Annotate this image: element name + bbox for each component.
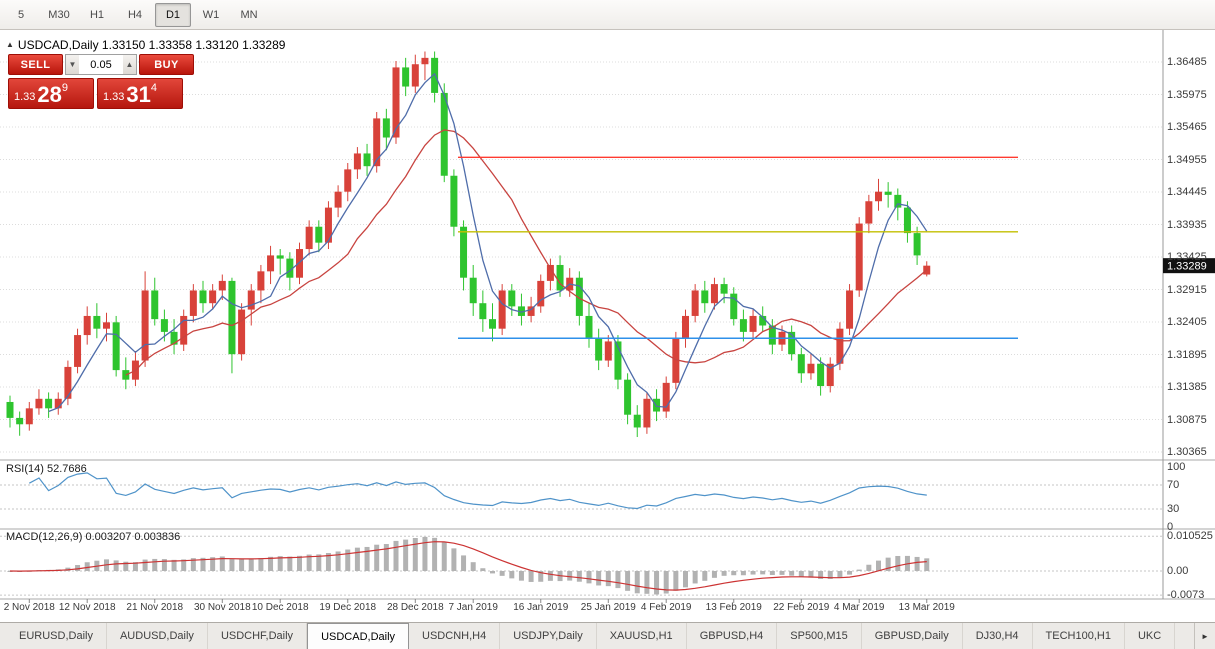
timeframe-button-m30[interactable]: M30	[48, 8, 70, 21]
macd-indicator-label: MACD(12,26,9) 0.003207 0.003836	[6, 531, 181, 543]
chart-window: 1.33289 ▲ USDCAD,Daily 1.33150 1.33358 1.…	[0, 30, 1215, 622]
timeframe-button-mn[interactable]: MN	[240, 8, 258, 21]
trade-controls-row: SELL ▼ 0.05 ▲ BUY	[8, 54, 194, 75]
tab-audusd-daily[interactable]: AUDUSD,Daily	[107, 623, 208, 649]
timeframe-button-5[interactable]: 5	[17, 8, 25, 21]
date-axis-label: 28 Dec 2018	[386, 602, 444, 613]
panel-separators	[0, 30, 1215, 603]
date-axis-label: 2 Nov 2018	[3, 602, 55, 613]
ask-price-prefix: 1.33	[103, 91, 125, 103]
price-axis-label: 1.34445	[1167, 186, 1207, 198]
grid-lines	[0, 61, 1163, 596]
volume-stepper: ▼ 0.05 ▲	[65, 54, 137, 75]
date-axis-label: 13 Feb 2019	[705, 602, 762, 613]
rsi-axis-label: 70	[1167, 479, 1180, 491]
moving-average-lines	[48, 72, 928, 413]
price-axis-label: 1.31385	[1167, 381, 1207, 393]
tab-usdcad-daily[interactable]: USDCAD,Daily	[307, 623, 410, 649]
tab-usdcnh-h4[interactable]: USDCNH,H4	[409, 623, 501, 649]
timeframe-button-h4[interactable]: H4	[127, 8, 143, 21]
rsi-indicator-label: RSI(14) 52.7686	[6, 463, 87, 475]
price-axis-label: 1.30875	[1167, 413, 1207, 426]
date-axis-label: 10 Dec 2018	[251, 602, 309, 613]
rsi-indicator-plot	[29, 472, 927, 510]
tab-xauusd-h1[interactable]: XAUUSD,H1	[597, 623, 687, 649]
bid-price-prefix: 1.33	[14, 91, 36, 103]
chart-canvas: 1.33289	[0, 30, 1215, 603]
sell-button[interactable]: SELL	[8, 54, 63, 75]
macd-indicator-plot	[7, 536, 930, 595]
horizontal-line-objects[interactable]	[458, 156, 1018, 339]
macd-axis-label: 0.010525	[1167, 530, 1213, 543]
chart-header: ▲ USDCAD,Daily 1.33150 1.33358 1.33120 1.…	[6, 38, 285, 52]
volume-increase-button[interactable]: ▲	[123, 55, 136, 74]
tab-dj30-h4[interactable]: DJ30,H4	[963, 623, 1033, 649]
tab-tech100-h1[interactable]: TECH100,H1	[1033, 623, 1125, 649]
bid-price-big: 28	[37, 82, 62, 107]
tab-sp500-m15[interactable]: SP500,M15	[777, 623, 862, 649]
tab-ukc[interactable]: UKC	[1125, 623, 1176, 649]
tab-eurusd-daily[interactable]: EURUSD,Daily	[6, 623, 107, 649]
macd-axis-label: -0.0073	[1167, 589, 1205, 602]
ask-price-sup: 4	[150, 82, 158, 94]
date-axis-label: 19 Dec 2018	[319, 602, 377, 613]
date-axis-label: 4 Mar 2019	[833, 602, 885, 613]
timeframe-button-w1[interactable]: W1	[202, 8, 220, 21]
date-axis-label: 7 Jan 2019	[448, 602, 498, 613]
tab-gbpusd-h4[interactable]: GBPUSD,H4	[687, 623, 778, 649]
symbol-ohlc-text: USDCAD,Daily 1.33150 1.33358 1.33120 1.3…	[17, 38, 286, 52]
rsi-axis-label: 0	[1167, 521, 1174, 533]
tab-usdchf-daily[interactable]: USDCHF,Daily	[208, 623, 308, 649]
price-axis-label: 1.30365	[1167, 446, 1207, 458]
timeframe-toolbar: 5 M30 H1 H4 D1 W1 MN	[0, 0, 1215, 30]
price-axis-label: 1.31895	[1167, 348, 1207, 361]
one-click-collapse-icon[interactable]: ▲	[6, 40, 14, 49]
timeframe-button-h1[interactable]: H1	[89, 8, 105, 21]
date-axis-label: 12 Nov 2018	[58, 602, 116, 613]
volume-decrease-button[interactable]: ▼	[66, 55, 79, 74]
chart-tab-bar: EURUSD,Daily AUDUSD,Daily USDCHF,Daily USDC…	[0, 622, 1215, 649]
tab-gbpusd-daily[interactable]: GBPUSD,Daily	[862, 623, 963, 649]
date-axis-label: 16 Jan 2019	[513, 602, 569, 613]
price-axis-label: 1.32915	[1167, 283, 1207, 296]
date-axis-label: 30 Nov 2018	[193, 602, 251, 613]
date-axis-label: 22 Feb 2019	[773, 602, 830, 613]
date-axis-label: 21 Nov 2018	[126, 602, 184, 613]
date-axis-label: 4 Feb 2019	[640, 602, 692, 613]
rsi-axis-label: 100	[1167, 461, 1186, 473]
bid-price-display[interactable]: 1.33 28 9	[8, 78, 94, 109]
ask-price-big: 31	[126, 82, 151, 107]
ask-price-display[interactable]: 1.33 31 4	[97, 78, 183, 109]
bid-price-sup: 9	[61, 82, 69, 94]
price-axis-label: 1.33425	[1167, 251, 1207, 263]
volume-input[interactable]: 0.05	[90, 58, 112, 71]
current-price-tag: 1.33289	[1163, 258, 1215, 274]
chart-tabs: EURUSD,Daily AUDUSD,Daily USDCHF,Daily USDC…	[6, 623, 1194, 649]
bid-ask-row: 1.33 28 9 1.33 31 4	[8, 78, 194, 109]
tab-scroll-right-button[interactable]: ►	[1194, 623, 1215, 649]
one-click-trading-panel: SELL ▼ 0.05 ▲ BUY 1.33 28 9 1.33 31 4	[8, 54, 194, 109]
price-axis-label: 1.36485	[1167, 56, 1207, 68]
tab-usdjpy-daily[interactable]: USDJPY,Daily	[500, 623, 597, 649]
macd-axis-label: 0.00	[1167, 565, 1189, 577]
price-axis-label: 1.35975	[1167, 88, 1207, 101]
price-axis-label: 1.34955	[1167, 153, 1207, 166]
price-axis-label: 1.33935	[1167, 218, 1207, 231]
price-axis-label: 1.35465	[1167, 121, 1207, 133]
svg-text:1.33289: 1.33289	[1167, 261, 1207, 273]
candlestick-series	[6, 51, 931, 438]
date-axis-label: 13 Mar 2019	[898, 602, 955, 613]
timeframe-button-d1[interactable]: D1	[155, 2, 191, 27]
buy-button[interactable]: BUY	[139, 54, 194, 75]
date-axis-label: 25 Jan 2019	[580, 602, 636, 613]
price-axis-label: 1.32405	[1167, 316, 1207, 328]
rsi-axis-label: 30	[1167, 503, 1180, 515]
